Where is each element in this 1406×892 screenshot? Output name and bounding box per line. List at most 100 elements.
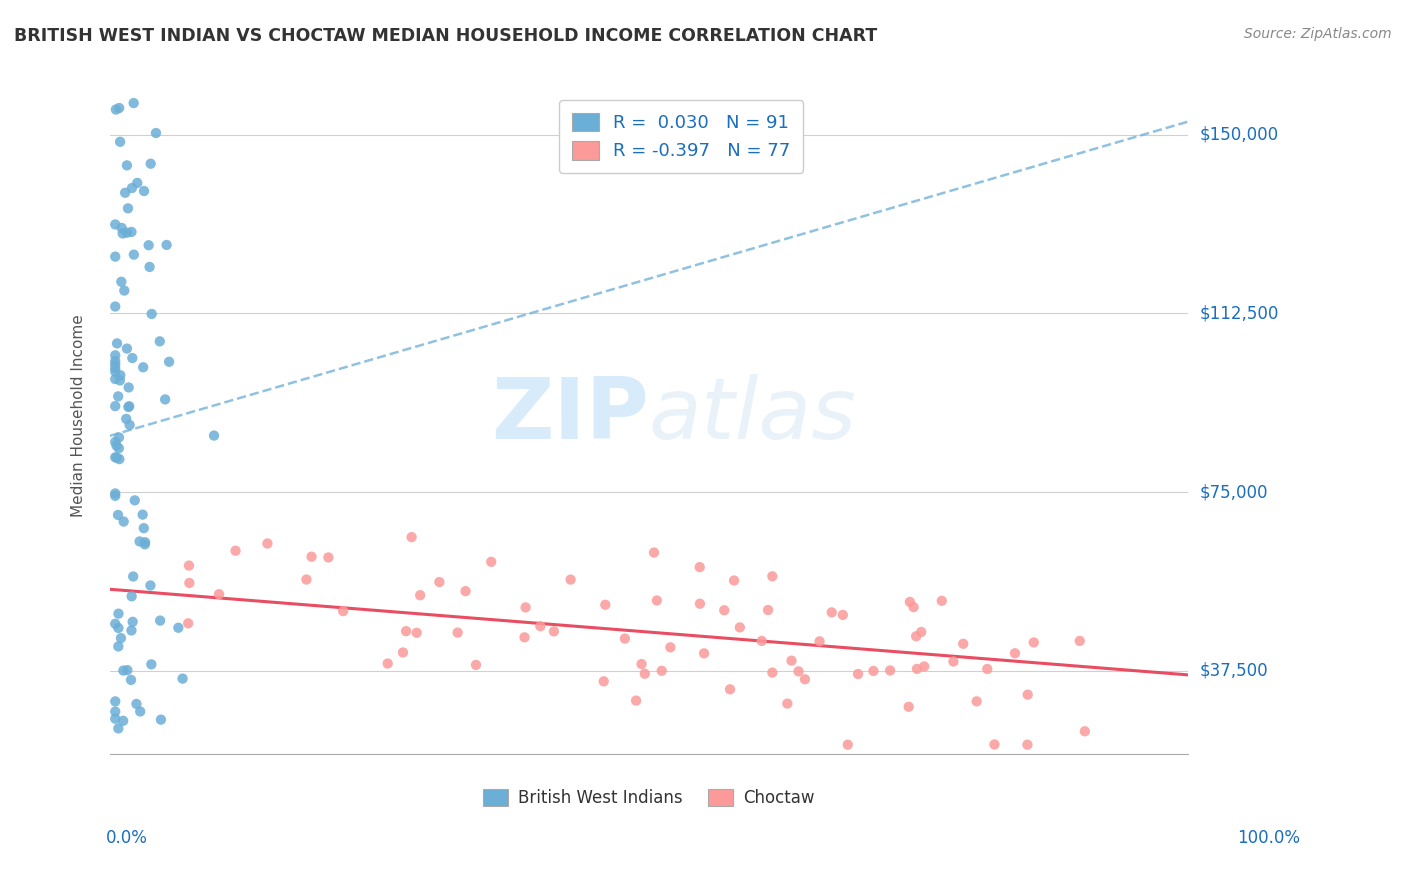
Point bbox=[108, 135, 131, 149]
Point bbox=[942, 655, 965, 669]
Point bbox=[105, 450, 128, 465]
Point bbox=[108, 101, 131, 115]
Point bbox=[141, 307, 163, 321]
Point bbox=[167, 621, 190, 635]
Point bbox=[110, 275, 132, 289]
Point bbox=[1074, 724, 1097, 739]
Point bbox=[117, 400, 139, 414]
Point bbox=[208, 587, 231, 601]
Point bbox=[592, 674, 614, 689]
Point bbox=[659, 640, 682, 655]
Point bbox=[115, 158, 138, 172]
Point bbox=[976, 662, 998, 676]
Point bbox=[831, 607, 853, 622]
Text: $75,000: $75,000 bbox=[1199, 483, 1268, 501]
Point bbox=[104, 712, 127, 726]
Point bbox=[595, 598, 617, 612]
Point bbox=[776, 697, 799, 711]
Point bbox=[125, 697, 148, 711]
Point bbox=[111, 221, 134, 235]
Point bbox=[112, 515, 135, 529]
Point bbox=[112, 714, 135, 728]
Point bbox=[427, 575, 450, 590]
Point bbox=[465, 657, 488, 672]
Point bbox=[104, 348, 127, 362]
Point bbox=[104, 694, 127, 708]
Point bbox=[177, 616, 200, 631]
Point bbox=[202, 428, 225, 442]
Point bbox=[132, 521, 155, 535]
Point bbox=[121, 181, 143, 195]
Point bbox=[108, 442, 131, 456]
Point bbox=[301, 549, 323, 564]
Point bbox=[515, 600, 537, 615]
Point bbox=[332, 604, 354, 618]
Point bbox=[110, 631, 132, 645]
Point bbox=[115, 412, 138, 426]
Point bbox=[543, 624, 565, 639]
Point bbox=[318, 550, 340, 565]
Point bbox=[131, 508, 153, 522]
Point bbox=[141, 657, 163, 672]
Point bbox=[104, 489, 127, 503]
Text: 100.0%: 100.0% bbox=[1237, 829, 1301, 847]
Point bbox=[104, 300, 127, 314]
Point bbox=[107, 722, 129, 736]
Point bbox=[1069, 634, 1091, 648]
Point bbox=[127, 176, 149, 190]
Point bbox=[114, 186, 136, 200]
Point bbox=[446, 625, 468, 640]
Text: BRITISH WEST INDIAN VS CHOCTAW MEDIAN HOUSEHOLD INCOME CORRELATION CHART: BRITISH WEST INDIAN VS CHOCTAW MEDIAN HO… bbox=[14, 27, 877, 45]
Point bbox=[634, 666, 657, 681]
Point bbox=[108, 373, 131, 387]
Point bbox=[107, 607, 129, 621]
Point bbox=[104, 486, 127, 500]
Point bbox=[966, 694, 988, 708]
Point bbox=[728, 620, 751, 634]
Point bbox=[787, 665, 810, 679]
Point bbox=[105, 438, 128, 452]
Point bbox=[122, 247, 145, 261]
Point bbox=[837, 738, 859, 752]
Text: $37,500: $37,500 bbox=[1199, 662, 1268, 680]
Point bbox=[104, 616, 127, 631]
Point bbox=[112, 664, 135, 678]
Point bbox=[808, 634, 831, 648]
Point bbox=[931, 594, 953, 608]
Point bbox=[1022, 635, 1045, 649]
Point bbox=[912, 659, 935, 673]
Point bbox=[132, 184, 155, 198]
Point bbox=[118, 380, 141, 394]
Point bbox=[405, 625, 427, 640]
Point bbox=[115, 342, 138, 356]
Point bbox=[910, 624, 932, 639]
Point bbox=[120, 624, 142, 638]
Point bbox=[132, 360, 155, 375]
Point bbox=[108, 430, 131, 444]
Point bbox=[112, 284, 135, 298]
Point bbox=[107, 389, 129, 403]
Point bbox=[897, 699, 920, 714]
Point bbox=[794, 672, 817, 686]
Point bbox=[905, 629, 928, 643]
Point bbox=[879, 664, 901, 678]
Point bbox=[121, 590, 143, 604]
Point bbox=[104, 434, 127, 449]
Point bbox=[104, 365, 127, 379]
Point bbox=[117, 663, 139, 677]
Point bbox=[761, 569, 783, 583]
Point bbox=[689, 560, 711, 574]
Point bbox=[718, 682, 741, 697]
Point bbox=[751, 634, 773, 648]
Point bbox=[613, 632, 636, 646]
Point bbox=[723, 574, 745, 588]
Point bbox=[479, 555, 502, 569]
Point bbox=[513, 631, 536, 645]
Point bbox=[115, 226, 138, 240]
Point bbox=[903, 600, 925, 615]
Point bbox=[107, 621, 129, 635]
Point bbox=[898, 595, 921, 609]
Point bbox=[139, 578, 162, 592]
Point bbox=[104, 705, 127, 719]
Point bbox=[905, 662, 928, 676]
